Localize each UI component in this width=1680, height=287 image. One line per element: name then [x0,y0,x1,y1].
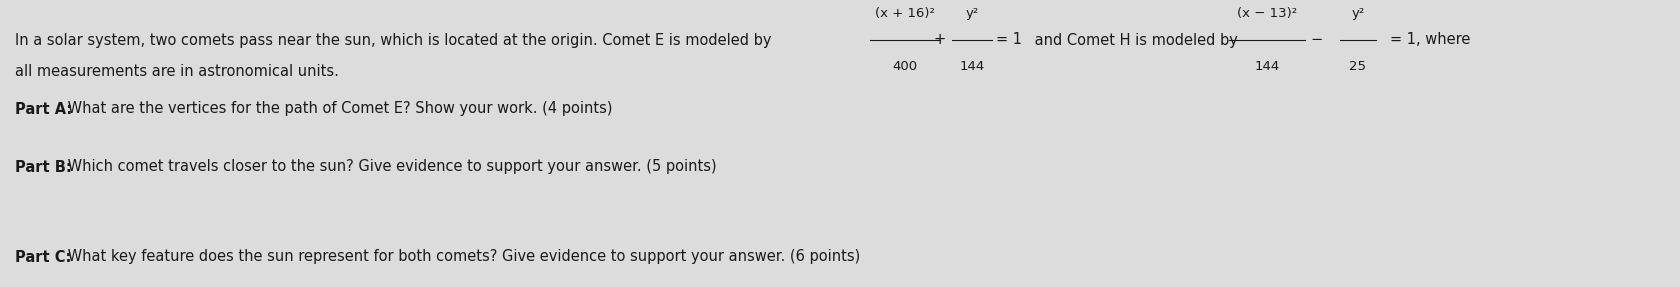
Text: y²: y² [1351,7,1364,20]
Text: and Comet H is modeled by: and Comet H is modeled by [1030,32,1242,48]
Text: −: − [1310,32,1322,48]
Text: y²: y² [964,7,978,20]
Text: 144: 144 [1253,60,1278,73]
Text: 25: 25 [1349,60,1366,73]
Text: (x + 16)²: (x + 16)² [875,7,934,20]
Text: = 1, where: = 1, where [1389,32,1470,48]
Text: +: + [934,32,946,48]
Text: 400: 400 [892,60,917,73]
Text: Which comet travels closer to the sun? Give evidence to support your answer. (5 : Which comet travels closer to the sun? G… [62,160,716,174]
Text: What key feature does the sun represent for both comets? Give evidence to suppor: What key feature does the sun represent … [62,249,860,265]
Text: Part C:: Part C: [15,249,71,265]
Text: = 1: = 1 [996,32,1021,48]
Text: all measurements are in astronomical units.: all measurements are in astronomical uni… [15,65,339,79]
Text: Part A:: Part A: [15,102,72,117]
Text: In a solar system, two comets pass near the sun, which is located at the origin.: In a solar system, two comets pass near … [15,32,776,48]
Text: What are the vertices for the path of Comet E? Show your work. (4 points): What are the vertices for the path of Co… [62,102,612,117]
Text: 144: 144 [959,60,984,73]
Text: Part B:: Part B: [15,160,72,174]
Text: (x − 13)²: (x − 13)² [1236,7,1297,20]
